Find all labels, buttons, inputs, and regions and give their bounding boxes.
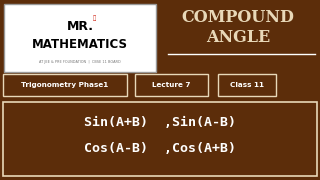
Text: ANGLE: ANGLE [206, 30, 270, 46]
Bar [218, 74, 276, 96]
Bar [3, 74, 127, 96]
Text: AT JEE & PRE FOUNDATION  |  CBSE 11 BOARD: AT JEE & PRE FOUNDATION | CBSE 11 BOARD [39, 60, 121, 64]
Bar [3, 102, 317, 176]
Text: Cos(A-B)  ,Cos(A+B): Cos(A-B) ,Cos(A+B) [84, 141, 236, 154]
Text: 🔺: 🔺 [92, 15, 96, 21]
Text: MATHEMATICS: MATHEMATICS [32, 37, 128, 51]
Text: Sin(A+B)  ,Sin(A-B): Sin(A+B) ,Sin(A-B) [84, 116, 236, 129]
Text: Trigonometry Phase1: Trigonometry Phase1 [21, 82, 108, 88]
Bar [4, 4, 156, 72]
Text: COMPOUND: COMPOUND [181, 10, 294, 26]
Text: Class 11: Class 11 [230, 82, 264, 88]
Text: MR.: MR. [67, 19, 93, 33]
Bar [135, 74, 208, 96]
Text: Lecture 7: Lecture 7 [152, 82, 191, 88]
